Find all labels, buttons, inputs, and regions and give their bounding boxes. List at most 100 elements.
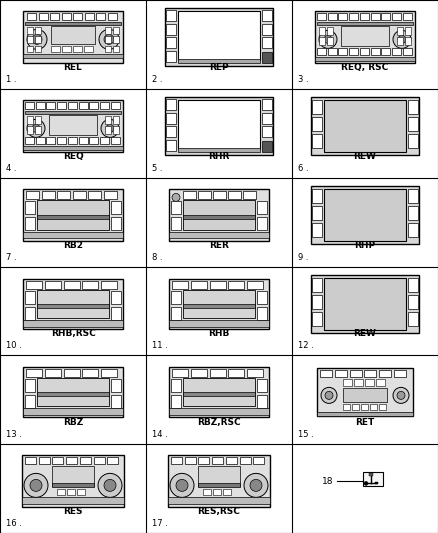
Bar bbox=[371, 49, 379, 55]
Bar bbox=[360, 49, 369, 55]
Bar bbox=[183, 304, 255, 308]
Bar bbox=[25, 457, 36, 464]
Text: REL: REL bbox=[64, 63, 82, 72]
Bar bbox=[312, 278, 322, 292]
Text: RBZ: RBZ bbox=[63, 418, 83, 427]
Bar bbox=[324, 278, 406, 330]
Bar bbox=[168, 455, 270, 507]
Bar bbox=[49, 115, 97, 135]
Text: RES,RSC: RES,RSC bbox=[198, 507, 240, 516]
Text: RHR: RHR bbox=[208, 152, 230, 161]
Bar bbox=[57, 102, 66, 109]
Bar bbox=[257, 379, 267, 392]
Bar bbox=[78, 102, 88, 109]
Bar bbox=[408, 278, 418, 292]
Bar bbox=[25, 138, 34, 144]
Bar bbox=[27, 126, 33, 134]
Bar bbox=[228, 191, 241, 199]
Bar bbox=[312, 100, 322, 115]
Bar bbox=[105, 126, 111, 134]
Text: RHB,RSC: RHB,RSC bbox=[51, 329, 95, 338]
Text: RHB: RHB bbox=[208, 329, 230, 338]
Bar bbox=[166, 51, 176, 62]
Bar bbox=[37, 378, 109, 406]
Bar bbox=[25, 307, 35, 320]
Bar bbox=[381, 49, 390, 55]
Bar bbox=[171, 201, 181, 214]
Bar bbox=[354, 379, 363, 386]
Bar bbox=[262, 37, 272, 49]
Circle shape bbox=[32, 35, 42, 44]
Bar bbox=[111, 102, 120, 109]
Text: RES: RES bbox=[63, 507, 83, 516]
Text: RHP: RHP bbox=[354, 241, 375, 250]
Bar bbox=[343, 379, 352, 386]
Bar bbox=[35, 116, 41, 124]
Bar bbox=[171, 307, 181, 320]
Bar bbox=[73, 46, 82, 52]
Bar bbox=[339, 49, 347, 55]
Bar bbox=[361, 405, 368, 410]
Text: REQ: REQ bbox=[63, 152, 83, 161]
Bar bbox=[64, 281, 80, 289]
Bar bbox=[25, 102, 34, 109]
Bar bbox=[113, 46, 119, 52]
Bar bbox=[53, 457, 64, 464]
Bar bbox=[107, 13, 117, 20]
Bar bbox=[23, 279, 123, 329]
Text: RBZ,RSC: RBZ,RSC bbox=[197, 418, 241, 427]
Bar bbox=[57, 191, 70, 199]
Bar bbox=[103, 191, 117, 199]
Bar bbox=[343, 389, 387, 402]
Bar bbox=[57, 138, 66, 144]
Bar bbox=[37, 392, 109, 397]
Bar bbox=[111, 379, 121, 392]
Bar bbox=[213, 191, 226, 199]
Bar bbox=[363, 472, 383, 487]
Bar bbox=[35, 36, 41, 43]
Circle shape bbox=[172, 193, 180, 201]
Bar bbox=[328, 49, 337, 55]
Bar bbox=[169, 279, 269, 329]
Bar bbox=[62, 46, 71, 52]
Bar bbox=[365, 379, 374, 386]
Text: 9 .: 9 . bbox=[298, 253, 308, 262]
Bar bbox=[172, 369, 188, 377]
Bar bbox=[408, 206, 418, 220]
Circle shape bbox=[250, 479, 262, 491]
Bar bbox=[262, 99, 272, 110]
Bar bbox=[23, 147, 123, 150]
Bar bbox=[23, 54, 123, 59]
Circle shape bbox=[244, 473, 268, 497]
Bar bbox=[25, 379, 35, 392]
Bar bbox=[183, 191, 196, 199]
Circle shape bbox=[364, 481, 368, 486]
Circle shape bbox=[325, 391, 333, 399]
Bar bbox=[408, 134, 418, 148]
Text: 16 .: 16 . bbox=[6, 519, 22, 528]
Text: REW: REW bbox=[353, 152, 376, 161]
Bar bbox=[165, 9, 273, 67]
Bar bbox=[257, 307, 267, 320]
Bar bbox=[46, 102, 55, 109]
Bar bbox=[320, 370, 332, 377]
Bar bbox=[166, 10, 176, 21]
Bar bbox=[397, 37, 403, 45]
Bar bbox=[35, 46, 41, 52]
Bar bbox=[166, 99, 176, 110]
Bar bbox=[315, 11, 415, 63]
Circle shape bbox=[99, 29, 119, 50]
Text: 17 .: 17 . bbox=[152, 519, 168, 528]
Bar bbox=[343, 405, 350, 410]
Text: 13 .: 13 . bbox=[6, 430, 22, 439]
Bar bbox=[26, 281, 42, 289]
Bar bbox=[364, 370, 376, 377]
Bar bbox=[26, 191, 39, 199]
Text: 3 .: 3 . bbox=[298, 75, 309, 84]
Bar bbox=[169, 408, 269, 415]
Bar bbox=[166, 140, 176, 151]
Circle shape bbox=[324, 35, 332, 43]
Bar bbox=[408, 223, 418, 237]
Text: REW: REW bbox=[353, 329, 376, 338]
Bar bbox=[66, 457, 77, 464]
